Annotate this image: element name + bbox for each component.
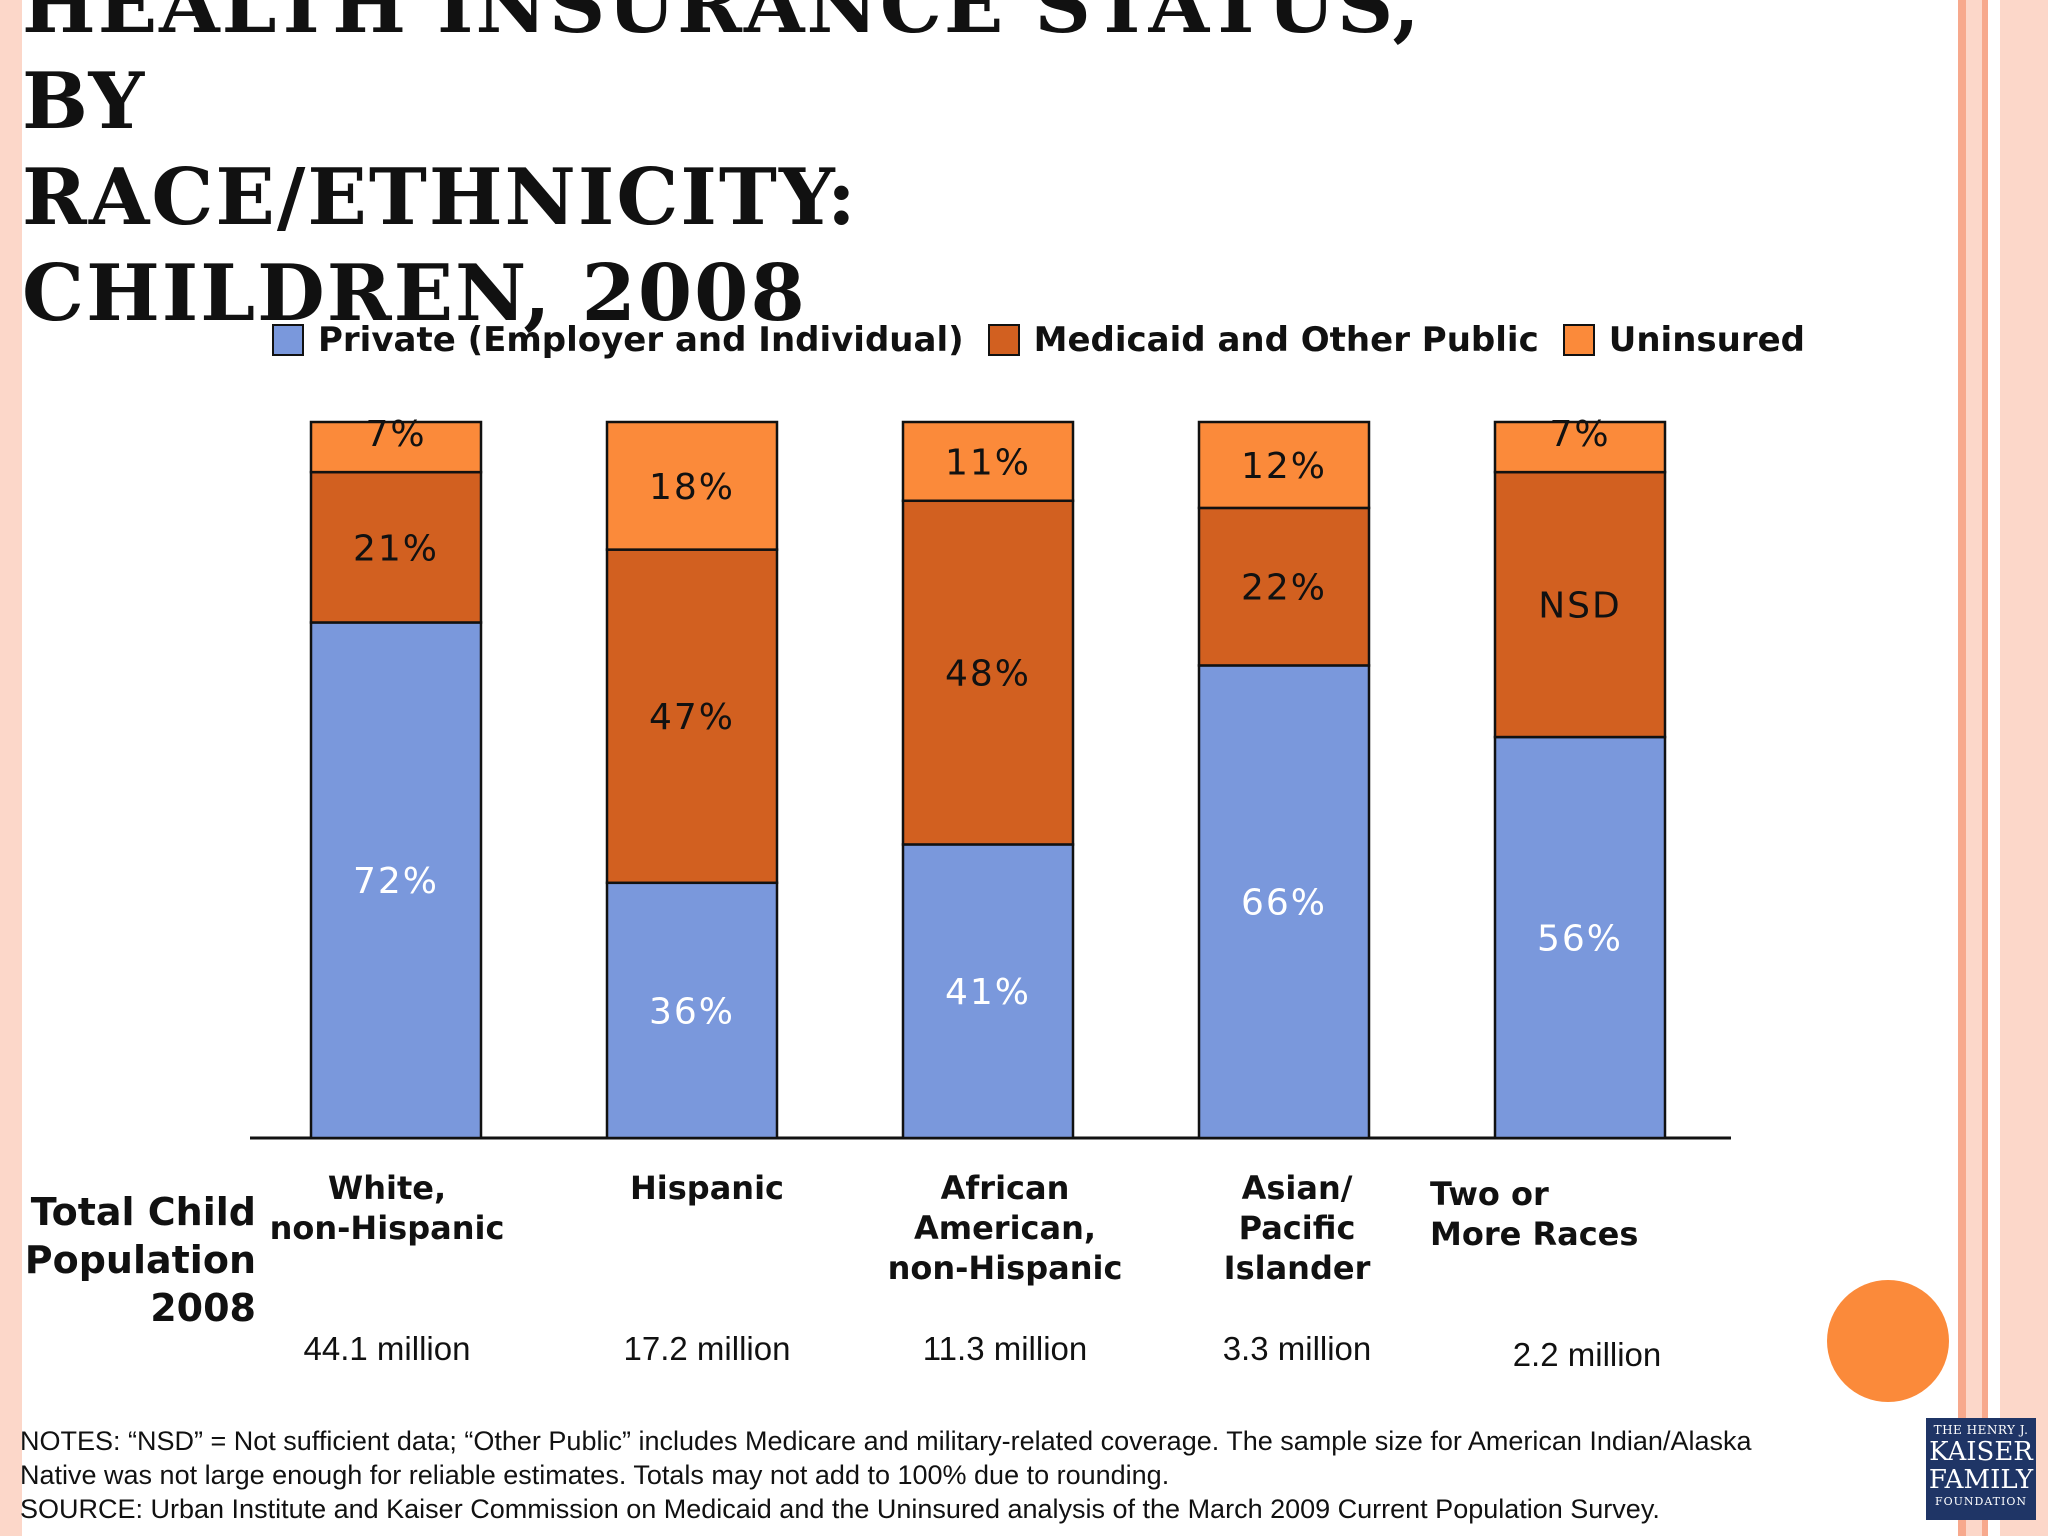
population-value: 3.3 million bbox=[1222, 1330, 1372, 1367]
population-value: 11.3 million bbox=[922, 1330, 1088, 1367]
left-stripe bbox=[0, 0, 22, 1536]
category-label: African American, non-Hispanic bbox=[887, 1169, 1123, 1287]
data-label: 12% bbox=[1241, 446, 1327, 487]
right-stripe-2 bbox=[1966, 0, 1982, 1536]
bar-segment bbox=[901, 843, 1075, 1140]
right-stripe-5 bbox=[2000, 0, 2048, 1536]
data-label: 72% bbox=[353, 861, 439, 902]
category-label: Two or More Races bbox=[1430, 1175, 1639, 1253]
population-value: 44.1 million bbox=[303, 1330, 471, 1367]
bar-segment bbox=[605, 420, 779, 551]
bar-segment bbox=[901, 420, 1075, 503]
category-label: Hispanic bbox=[629, 1169, 784, 1207]
decorative-circle-icon bbox=[1827, 1280, 1949, 1402]
data-label: 7% bbox=[365, 414, 426, 455]
legend-item-uninsured: Uninsured bbox=[1562, 320, 1806, 360]
legend-swatch-uninsured bbox=[1562, 324, 1595, 356]
bar-segment bbox=[605, 548, 779, 885]
total-population-label: Total Child Population 2008 bbox=[24, 1190, 256, 1330]
legend-swatch-medicaid bbox=[987, 324, 1020, 356]
bar-segment bbox=[901, 499, 1075, 846]
logo-line: KAISER bbox=[1929, 1437, 2033, 1467]
bar-segment bbox=[1493, 735, 1667, 1140]
notes-line: SOURCE: Urban Institute and Kaiser Commi… bbox=[20, 1494, 1660, 1524]
right-stripe-4 bbox=[1988, 0, 2000, 1536]
bar-segment bbox=[309, 470, 483, 624]
logo-line: FAMILY bbox=[1928, 1465, 2034, 1495]
notes-line: NOTES: “NSD” = Not sufficient data; “Oth… bbox=[20, 1426, 1752, 1456]
bar-segment bbox=[1197, 420, 1371, 510]
data-label: 56% bbox=[1537, 919, 1623, 960]
population-value: 17.2 million bbox=[623, 1330, 791, 1367]
data-label: 66% bbox=[1241, 883, 1327, 924]
data-label: 18% bbox=[649, 467, 735, 508]
notes-line: Native was not large enough for reliable… bbox=[20, 1460, 1170, 1490]
data-label: 36% bbox=[649, 991, 735, 1032]
data-label: 48% bbox=[945, 654, 1031, 695]
bar-segment bbox=[1197, 506, 1371, 667]
notes: NOTES: “NSD” = Not sufficient data; “Oth… bbox=[20, 1424, 1900, 1526]
right-stripe-3 bbox=[1982, 0, 1988, 1536]
data-label: 22% bbox=[1241, 568, 1327, 609]
legend-item-medicaid: Medicaid and Other Public bbox=[987, 320, 1539, 360]
title-line: CHILDREN, 2008 bbox=[22, 248, 807, 339]
bar-segment bbox=[309, 621, 483, 1140]
category-label: White, non-Hispanic bbox=[269, 1169, 505, 1247]
legend-item-private: Private (Employer and Individual) bbox=[272, 320, 964, 360]
legend-label-uninsured: Uninsured bbox=[1608, 320, 1806, 360]
data-label: 7% bbox=[1549, 414, 1610, 455]
bar-segment bbox=[309, 420, 483, 474]
bar-segment bbox=[1493, 420, 1667, 474]
title-line: RACE/ETHNICITY: bbox=[22, 152, 858, 243]
bar-segment bbox=[605, 881, 779, 1140]
slide-title: HEALTH INSURANCE STATUS, BY RACE/ETHNICI… bbox=[22, 0, 1522, 342]
legend-label-medicaid: Medicaid and Other Public bbox=[1033, 320, 1539, 360]
data-label: NSD bbox=[1538, 586, 1622, 627]
legend-swatch-private bbox=[272, 324, 304, 356]
data-label: 47% bbox=[649, 697, 735, 738]
logo-line: THE HENRY J. bbox=[1933, 1423, 2029, 1437]
title-line: HEALTH INSURANCE STATUS, BY bbox=[22, 0, 1422, 147]
logo-line: FOUNDATION bbox=[1934, 1495, 2028, 1508]
data-label: 21% bbox=[353, 528, 439, 569]
bar-segment bbox=[1197, 664, 1371, 1140]
population-value: 2.2 million bbox=[1512, 1336, 1662, 1373]
data-label: 11% bbox=[945, 442, 1031, 483]
legend-label-private: Private (Employer and Individual) bbox=[318, 320, 964, 360]
chart-legend: Private (Employer and Individual) Medica… bbox=[272, 318, 1805, 362]
data-label: 41% bbox=[945, 972, 1031, 1013]
kaiser-logo-icon: THE HENRY J. KAISER FAMILY FOUNDATION bbox=[1926, 1418, 2036, 1520]
right-stripe-1 bbox=[1958, 0, 1966, 1536]
bar-segment bbox=[1493, 470, 1667, 739]
category-label: Asian/ Pacific Islander bbox=[1223, 1169, 1371, 1287]
